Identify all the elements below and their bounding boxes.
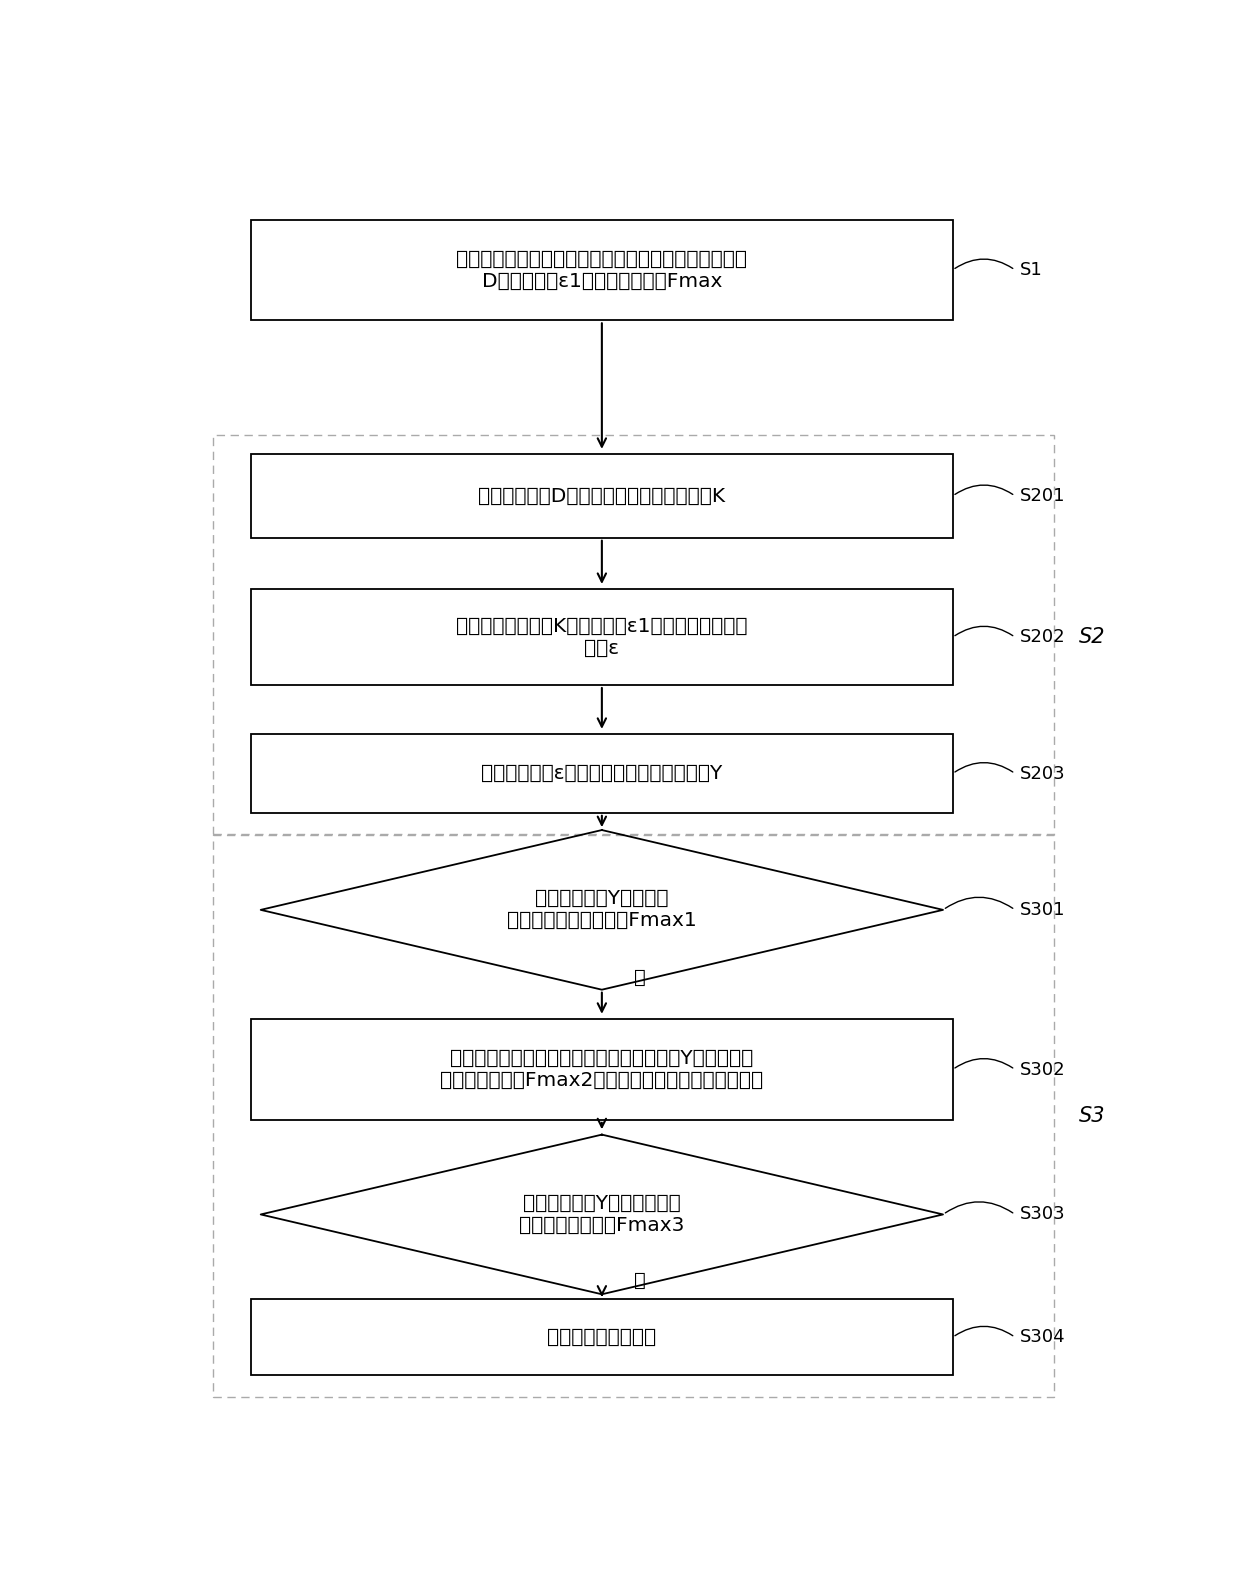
Text: 根据临界压比ε计算变频离心机的临界频率Y: 根据临界压比ε计算变频离心机的临界频率Y bbox=[481, 764, 723, 783]
Text: S2: S2 bbox=[1079, 627, 1105, 648]
Text: S3: S3 bbox=[1079, 1107, 1105, 1126]
Text: 当变频离心机处于运行状态时，获取压缩机的导叶开度
D、运行压比ε1和运行频率上限Fmax: 当变频离心机处于运行状态时，获取压缩机的导叶开度 D、运行压比ε1和运行频率上限… bbox=[456, 249, 748, 290]
FancyBboxPatch shape bbox=[250, 455, 952, 538]
Text: 是: 是 bbox=[635, 968, 646, 987]
Text: S301: S301 bbox=[1019, 901, 1065, 919]
Text: S304: S304 bbox=[1019, 1329, 1065, 1346]
Text: S1: S1 bbox=[1019, 262, 1043, 279]
Text: S302: S302 bbox=[1019, 1061, 1065, 1078]
Text: 判断临界频率Y是否小于等于
第三运行频率上限Fmax3: 判断临界频率Y是否小于等于 第三运行频率上限Fmax3 bbox=[520, 1195, 684, 1235]
Text: S303: S303 bbox=[1019, 1206, 1065, 1223]
Text: S203: S203 bbox=[1019, 764, 1065, 783]
Text: 是: 是 bbox=[635, 1271, 646, 1290]
Text: S201: S201 bbox=[1019, 486, 1065, 506]
FancyBboxPatch shape bbox=[250, 1300, 952, 1375]
FancyBboxPatch shape bbox=[250, 734, 952, 813]
Text: 根据压比修正系数K和运行压比ε1计算压缩机的临界
压比ε: 根据压比修正系数K和运行压比ε1计算压缩机的临界 压比ε bbox=[456, 617, 748, 657]
FancyBboxPatch shape bbox=[250, 589, 952, 686]
Text: 控制热气旁通阀关闭: 控制热气旁通阀关闭 bbox=[547, 1327, 656, 1346]
Text: S202: S202 bbox=[1019, 628, 1065, 646]
FancyBboxPatch shape bbox=[250, 1019, 952, 1120]
Text: 逐步增大热气旁通阀的开度，直至临界频率Y小于等于第
二运行频率上限Fmax2时，停止增大热气旁通阀的开度: 逐步增大热气旁通阀的开度，直至临界频率Y小于等于第 二运行频率上限Fmax2时，… bbox=[440, 1050, 764, 1089]
Text: 根据导叶开度D计算压缩机的压比修正系数K: 根据导叶开度D计算压缩机的压比修正系数K bbox=[479, 486, 725, 506]
FancyBboxPatch shape bbox=[250, 220, 952, 321]
Text: 判断临界频率Y是否大于
等于第一运行频率上限Fmax1: 判断临界频率Y是否大于 等于第一运行频率上限Fmax1 bbox=[507, 890, 697, 930]
